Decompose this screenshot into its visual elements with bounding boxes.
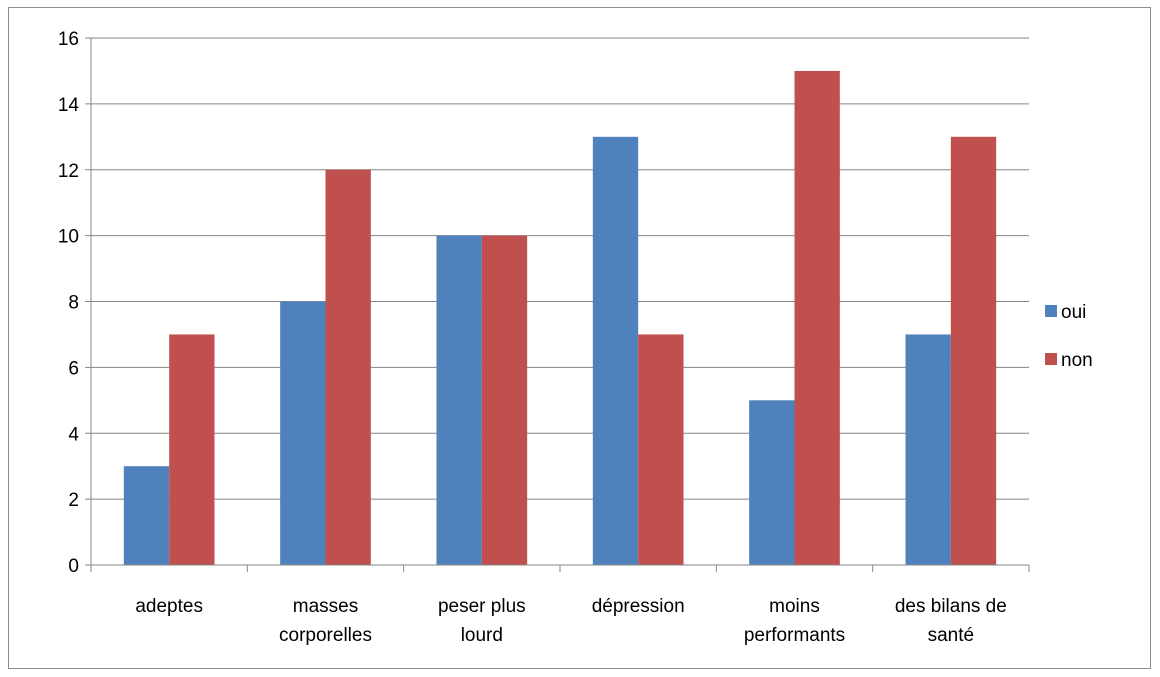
bar-oui-3: [592, 136, 639, 565]
bars: [123, 70, 997, 565]
x-tick-label: masses: [293, 596, 358, 617]
y-tick-label: 0: [68, 556, 79, 577]
legend-label-oui: oui: [1061, 302, 1086, 323]
bar-oui-5: [905, 334, 951, 565]
legend-label-non: non: [1061, 350, 1093, 371]
x-tick-label: santé: [928, 625, 974, 646]
bar-non-4: [794, 70, 840, 565]
y-tick-label: 10: [58, 227, 79, 248]
legend-swatch-oui: [1045, 305, 1057, 317]
axes: [85, 37, 1030, 572]
bar-non-5: [950, 136, 997, 565]
y-tick-label: 12: [58, 161, 79, 182]
bar-non-2: [481, 235, 528, 565]
x-tick-label: performants: [744, 625, 845, 646]
y-tick-label: 4: [68, 424, 79, 445]
y-tick-label: 6: [68, 358, 79, 379]
bar-oui-2: [436, 235, 482, 565]
y-tick-label: 8: [68, 293, 79, 314]
bar-oui-4: [749, 400, 795, 565]
y-tick-label: 2: [68, 490, 79, 511]
x-tick-label: adeptes: [135, 596, 203, 617]
x-tick-labels: adeptes masses corporelles peser plus lourd d…: [135, 596, 1006, 646]
x-tick-label: des bilans de: [895, 596, 1007, 617]
x-tick-label: moins: [769, 596, 820, 617]
gridlines: [91, 37, 1029, 500]
bar-oui-0: [123, 466, 170, 565]
bar-oui-1: [280, 301, 326, 565]
x-tick-label: corporelles: [279, 625, 372, 646]
y-tick-labels: 0 2 4 6 8 10 12 14 16: [58, 29, 80, 577]
y-tick-label: 16: [58, 29, 79, 50]
bar-non-0: [169, 334, 215, 565]
x-tick-label: dépression: [592, 596, 685, 617]
x-tick-label: peser plus: [438, 596, 526, 617]
x-tick-label: lourd: [461, 625, 503, 646]
bar-non-3: [638, 334, 684, 565]
legend-swatch-non: [1045, 353, 1057, 365]
bar-non-1: [325, 169, 371, 565]
y-tick-label: 14: [58, 95, 80, 116]
legend: oui non: [1045, 302, 1093, 371]
